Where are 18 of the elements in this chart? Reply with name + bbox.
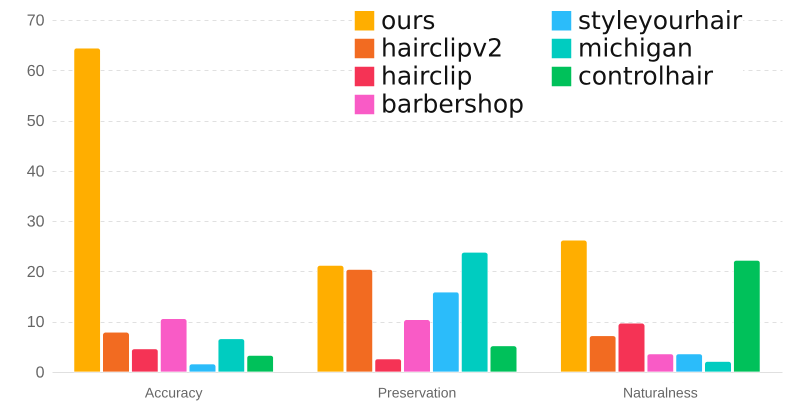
legend-label: hairclipv2 [381, 34, 504, 62]
y-tick-label: 60 [26, 62, 45, 80]
y-tick-label: 30 [26, 214, 45, 231]
legend-label: ours [381, 6, 436, 35]
legend-label: controlhair [578, 62, 714, 90]
x-tick-label: Preservation [378, 384, 456, 400]
y-tick-label: 50 [26, 113, 45, 130]
y-tick-label: 20 [26, 264, 45, 281]
y-tick-label: 10 [26, 314, 45, 332]
x-tick-label: Accuracy [144, 384, 202, 400]
legend-label: michigan [578, 34, 693, 62]
y-tick-label: 40 [26, 163, 45, 180]
y-tick-label: 70 [26, 12, 45, 30]
y-tick-label: 0 [36, 364, 45, 382]
legend-label: hairclip [381, 62, 472, 90]
legend-label: styleyourhair [578, 6, 743, 35]
legend-label: barbershop [381, 90, 524, 118]
x-tick-label: Naturalness [622, 384, 698, 400]
